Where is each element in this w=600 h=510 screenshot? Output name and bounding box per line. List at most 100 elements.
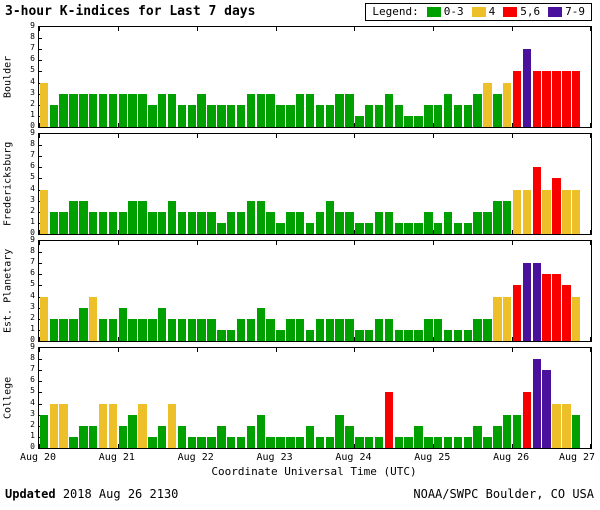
x-tick-mark bbox=[196, 337, 198, 341]
k-index-bar bbox=[39, 296, 49, 341]
k-index-bar bbox=[384, 93, 394, 127]
k-index-bar bbox=[502, 82, 512, 127]
k-index-bar bbox=[532, 263, 541, 341]
x-tick-mark bbox=[39, 230, 40, 234]
k-index-bar bbox=[256, 93, 265, 127]
k-index-bar bbox=[424, 211, 433, 234]
x-tick-mark bbox=[433, 230, 435, 234]
k-index-bar bbox=[197, 211, 206, 234]
k-index-bar bbox=[118, 93, 127, 127]
plot-area bbox=[38, 26, 592, 128]
x-tick-mark bbox=[275, 241, 277, 245]
legend-item-label: 0-3 bbox=[443, 5, 464, 18]
plot-area bbox=[38, 133, 592, 235]
k-index-bar bbox=[69, 318, 78, 341]
k-index-bar bbox=[236, 318, 246, 341]
x-tick-mark bbox=[196, 444, 198, 448]
k-index-bar bbox=[276, 329, 285, 341]
x-tick-mark bbox=[354, 230, 356, 234]
k-index-bar bbox=[157, 93, 167, 127]
k-index-bar bbox=[98, 318, 108, 341]
k-index-bar bbox=[384, 318, 394, 341]
k-index-bar bbox=[138, 403, 147, 448]
y-tick-label: 9 bbox=[30, 128, 35, 137]
y-tick-label: 0 bbox=[30, 228, 35, 237]
chart-title: 3-hour K-indices for Last 7 days bbox=[5, 4, 256, 19]
k-index-bar bbox=[443, 93, 453, 127]
k-index-bar bbox=[522, 49, 532, 127]
y-tick-mark bbox=[39, 60, 42, 62]
k-index-bar bbox=[493, 425, 502, 448]
k-index-bar bbox=[315, 104, 325, 127]
x-tick-mark bbox=[590, 337, 591, 341]
updated-timestamp: Updated 2018 Aug 26 2130 bbox=[5, 487, 178, 501]
k-index-bar bbox=[493, 93, 502, 127]
k-index-bar bbox=[522, 189, 532, 234]
x-tick-mark bbox=[117, 230, 119, 234]
x-tick-mark bbox=[117, 241, 119, 245]
y-tick-mark bbox=[39, 381, 42, 383]
x-tick-mark bbox=[275, 134, 277, 138]
k-index-bar bbox=[226, 104, 236, 127]
k-index-bar bbox=[473, 318, 482, 341]
k-index-bar bbox=[236, 104, 246, 127]
k-index-bar bbox=[108, 93, 118, 127]
plot-area bbox=[38, 240, 592, 342]
k-index-bar bbox=[256, 414, 265, 448]
k-index-bar bbox=[552, 71, 561, 127]
panel-college: College 0 1 2 3 4 5 6 7 8 9 bbox=[0, 342, 600, 451]
k-index-bar bbox=[79, 425, 88, 448]
k-index-bar bbox=[98, 211, 108, 234]
k-index-bar bbox=[364, 329, 374, 341]
k-index-bar bbox=[49, 318, 58, 341]
x-tick-mark bbox=[117, 27, 119, 31]
y-tick-label: 7 bbox=[30, 364, 35, 374]
k-index-bar bbox=[118, 307, 127, 341]
y-tick-label: 4 bbox=[30, 183, 35, 193]
y-tick-label: 7 bbox=[30, 43, 35, 53]
x-tick-mark bbox=[117, 337, 119, 341]
k-index-bar bbox=[433, 436, 443, 448]
x-tick-mark bbox=[275, 348, 277, 352]
x-tick-mark bbox=[39, 444, 40, 448]
y-tick-label: 3 bbox=[30, 408, 35, 418]
legend-item-label: 4 bbox=[488, 5, 496, 18]
x-tick-mark bbox=[117, 123, 119, 127]
y-tick-mark bbox=[39, 285, 42, 287]
k-index-bar bbox=[295, 318, 305, 341]
k-index-bar bbox=[187, 318, 196, 341]
k-index-bar bbox=[69, 436, 78, 448]
y-tick-mark bbox=[39, 403, 42, 405]
k-index-bar bbox=[473, 93, 482, 127]
k-index-bar bbox=[128, 200, 137, 234]
k-index-bar bbox=[246, 200, 256, 234]
k-index-bar bbox=[493, 296, 502, 341]
k-index-bar bbox=[374, 211, 384, 234]
x-tick-mark bbox=[512, 337, 514, 341]
k-index-bar bbox=[502, 200, 512, 234]
k-index-bar bbox=[226, 329, 236, 341]
k-index-bar bbox=[236, 436, 246, 448]
k-index-bar bbox=[443, 436, 453, 448]
k-index-bar bbox=[108, 211, 118, 234]
k-index-bar bbox=[49, 211, 58, 234]
k-index-bar bbox=[49, 104, 58, 127]
x-tick-mark bbox=[275, 444, 277, 448]
y-tick-label: 8 bbox=[30, 353, 35, 363]
k-index-bar bbox=[128, 318, 137, 341]
k-index-bar bbox=[364, 104, 374, 127]
k-index-bar bbox=[522, 263, 532, 341]
k-index-bar bbox=[335, 93, 344, 127]
k-index-bar bbox=[463, 329, 472, 341]
k-index-bar bbox=[404, 329, 413, 341]
k-index-bar bbox=[79, 93, 88, 127]
k-index-bar bbox=[197, 93, 206, 127]
x-tick-mark bbox=[275, 337, 277, 341]
x-tick-mark bbox=[275, 27, 277, 31]
k-index-bar bbox=[542, 189, 551, 234]
k-index-bar bbox=[177, 104, 187, 127]
k-index-bar bbox=[571, 71, 581, 127]
y-tick-label: 7 bbox=[30, 257, 35, 267]
y-tick-label: 5 bbox=[30, 172, 35, 182]
x-tick-mark bbox=[433, 134, 435, 138]
